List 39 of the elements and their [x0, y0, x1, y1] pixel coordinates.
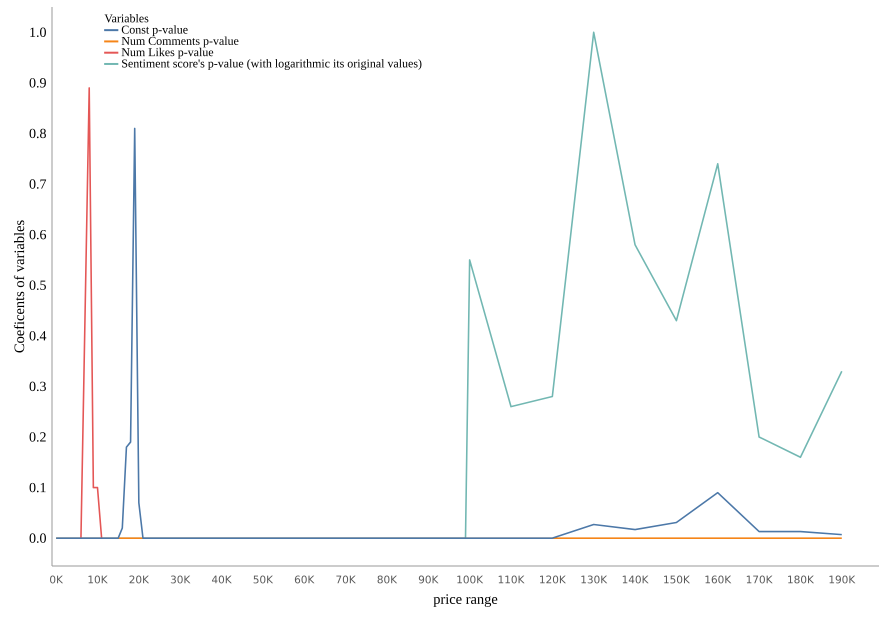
legend-label: Num Likes p-value: [122, 48, 214, 59]
x-tick-label: 90K: [418, 576, 439, 584]
x-tick-label: 170K: [746, 576, 773, 584]
legend-label: Const p-value: [122, 25, 188, 36]
x-tick-label: 100K: [457, 576, 484, 584]
y-tick-label: 1.0: [30, 28, 46, 38]
x-tick-label: 190K: [830, 576, 856, 584]
x-tick-label: 130K: [581, 576, 608, 584]
y-tick-label: 0.4: [30, 331, 46, 341]
x-tick-label: 0K: [50, 576, 64, 584]
x-tick-label: 120K: [540, 576, 566, 584]
x-tick-label: 180K: [788, 576, 814, 584]
x-tick-label: 40K: [212, 576, 232, 584]
x-tick-label: 30K: [170, 576, 190, 584]
x-tick-label: 50K: [254, 576, 274, 584]
y-tick-label: 0.0: [30, 533, 46, 543]
line-series: [55, 128, 843, 539]
y-tick-label: 0.6: [30, 230, 46, 240]
y-tick-label: 0.5: [30, 280, 46, 290]
x-tick-label: 70K: [336, 576, 356, 584]
y-tick-label: 0.7: [30, 179, 46, 189]
x-tick-label: 110K: [498, 576, 525, 584]
x-tick-label: 10K: [88, 576, 108, 584]
x-tick-label: 80K: [378, 576, 398, 584]
x-tick-label: 160K: [705, 576, 732, 584]
x-tick-label: 140K: [622, 576, 649, 584]
y-tick-label: 0.9: [30, 78, 46, 88]
legend-title: Variables: [104, 14, 148, 22]
y-tick-label: 0.1: [30, 482, 46, 492]
y-tick-label: 0.3: [30, 382, 46, 392]
legend-label: Sentiment score's p-value (with logarithmic its original values): [122, 59, 422, 70]
x-tick-label: 60K: [294, 576, 315, 584]
y-tick-label: 0.8: [30, 128, 46, 138]
x-axis-title: price range: [433, 594, 498, 607]
y-axis-title: Coeficents of variables: [14, 220, 24, 352]
x-tick-label: 150K: [664, 576, 690, 584]
legend-label: Num Comments p-value: [122, 36, 238, 48]
y-tick-label: 0.2: [30, 432, 46, 442]
x-tick-label: 20K: [130, 576, 150, 584]
